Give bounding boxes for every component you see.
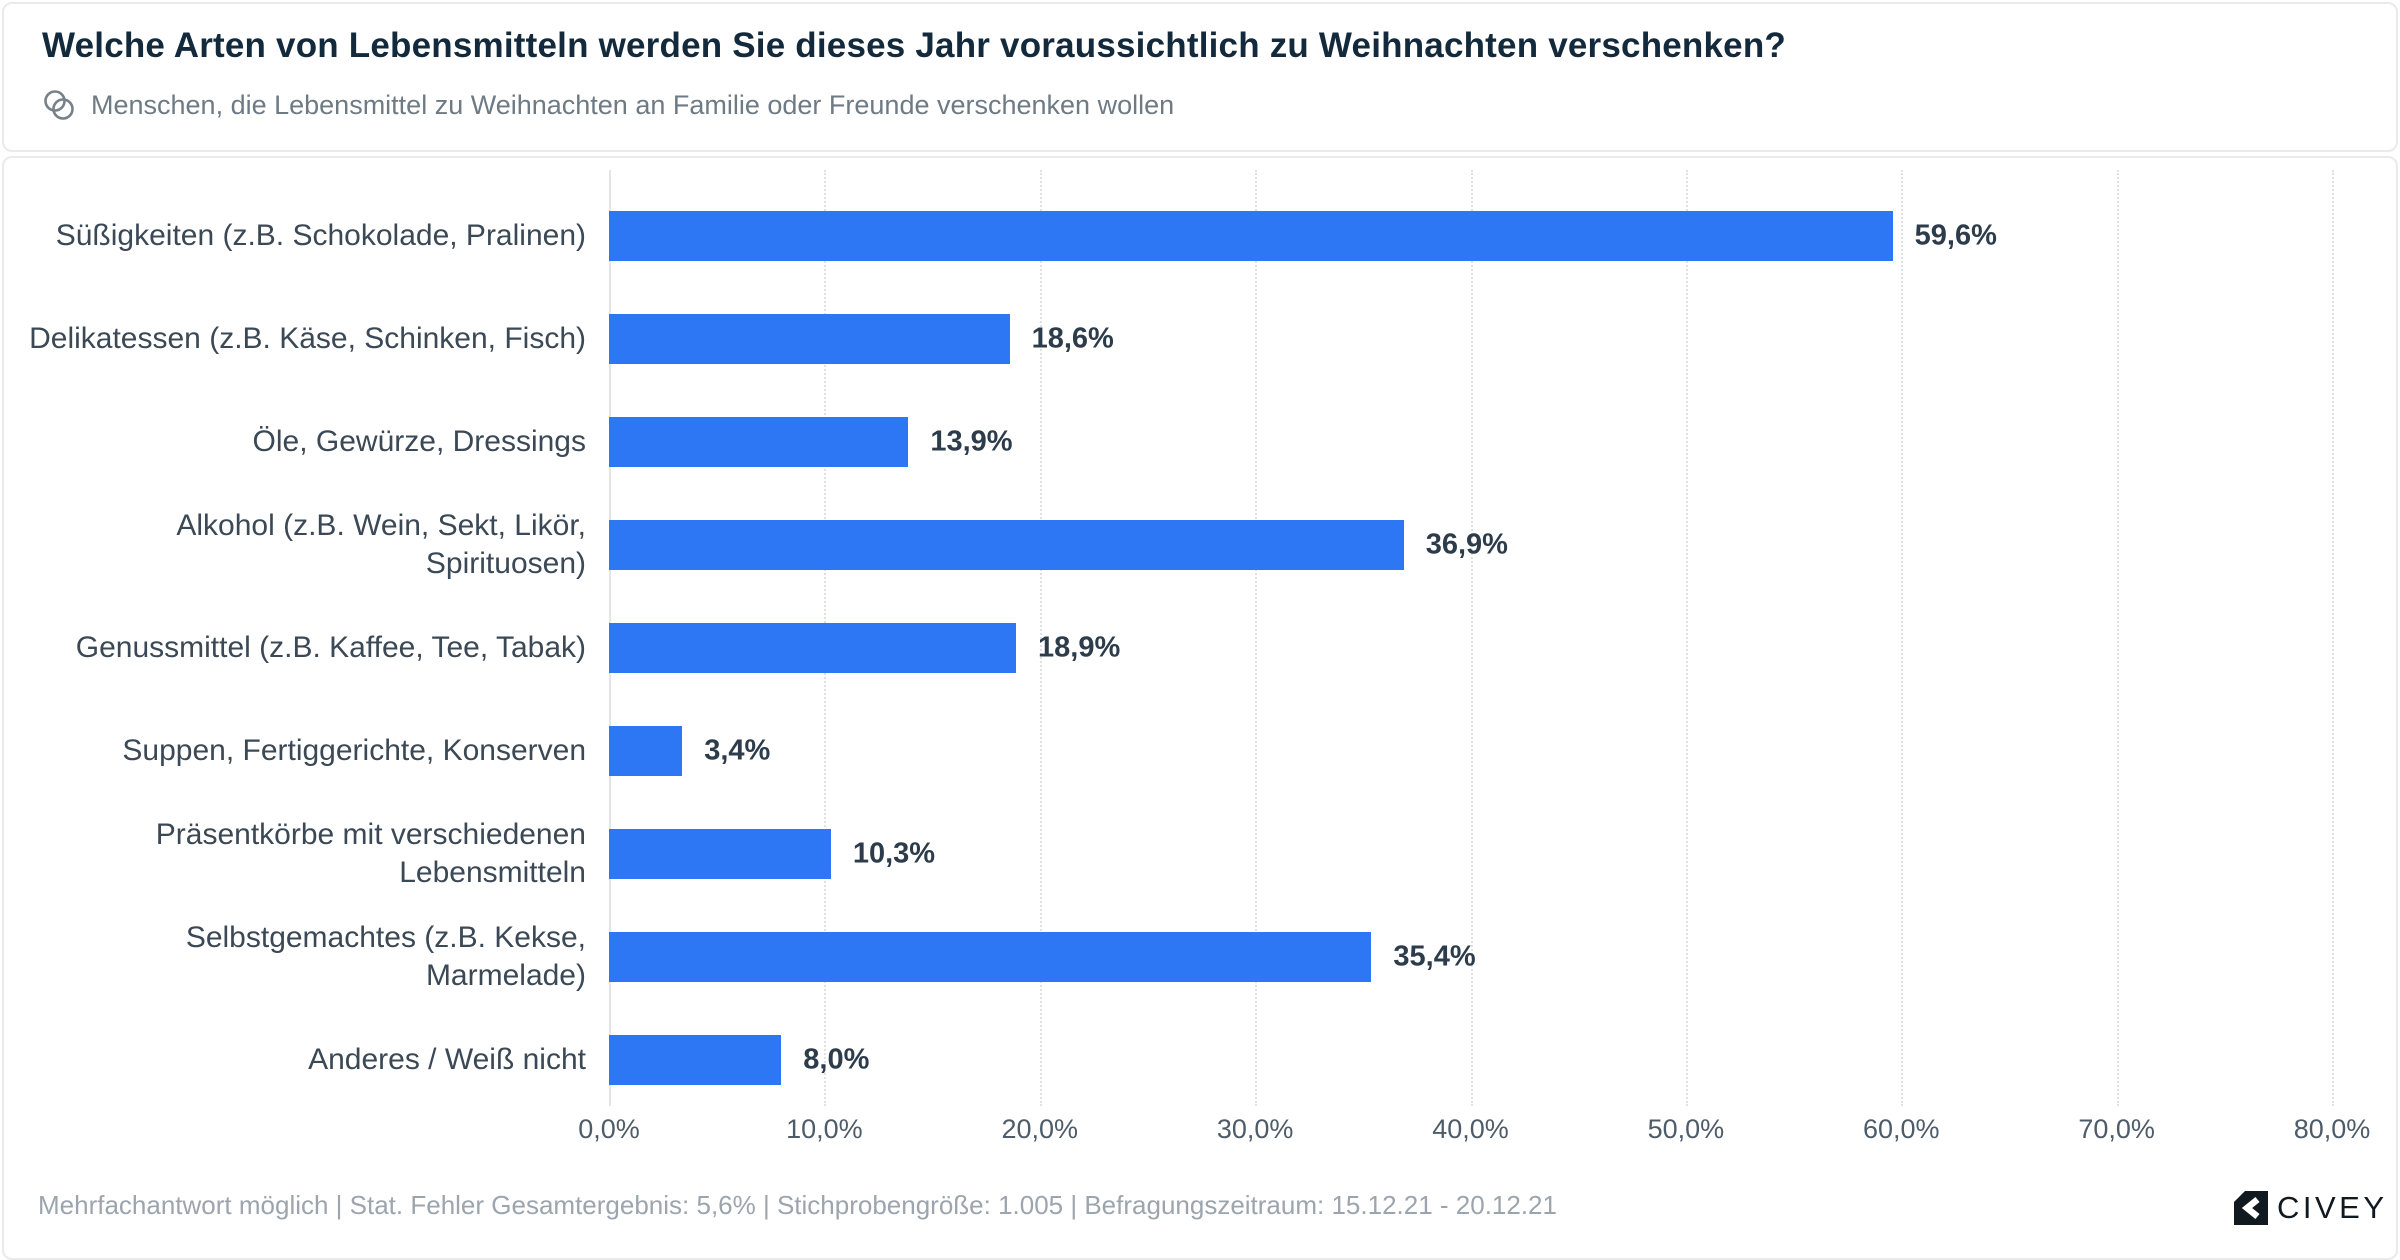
x-axis-tick-label: 20,0% [1001,1114,1079,1144]
category-label: Öle, Gewürze, Dressings [252,424,586,458]
x-axis-tick-label: 50,0% [1647,1114,1725,1144]
bar-value-label: 8,0% [803,1043,870,1076]
bar [609,829,831,879]
bar [609,1035,782,1085]
bar [609,932,1372,982]
category-label: Suppen, Fertiggerichte, Konserven [122,733,586,767]
chart-plot-area: 59,6% 18,6% 13,9% 36,9% 18,9% 3,4% 10,3% 35,4% 8… [609,170,2334,1106]
gridline [1039,170,1042,1106]
chart-card [2,156,2398,1260]
gridline [2332,170,2334,1106]
bar-value-label: 18,6% [1031,322,1114,355]
gridline [1470,170,1473,1106]
header-card: Welche Arten von Lebensmitteln werden Si… [2,2,2398,152]
page-title: Welche Arten von Lebensmitteln werden Si… [42,26,1787,65]
category-label: Anderes / Weiß nicht [308,1042,586,1076]
bar [609,520,1404,570]
category-label: Selbstgemachtes (z.B. Kekse, Marmelade) [185,920,586,992]
x-axis-tick-label: 10,0% [786,1114,863,1144]
x-axis-tick-label: 70,0% [2078,1114,2155,1144]
x-axis-tick-label: 40,0% [1432,1114,1509,1144]
category-label: Alkohol (z.B. Wein, Sekt, Likör, Spiritu… [176,508,586,580]
bar [609,726,683,776]
gridline [1255,170,1258,1106]
bar-value-label: 3,4% [704,734,771,767]
venn-overlapping-circles-icon [44,90,74,120]
civey-logo-mark-icon [2234,1191,2268,1225]
x-axis-tick-label: 0,0% [578,1114,640,1144]
gridline [2116,170,2119,1106]
category-label: Delikatessen (z.B. Käse, Schinken, Fisch… [29,321,586,355]
bar [609,623,1017,673]
bar [609,314,1010,364]
bar-value-label: 59,6% [1914,219,1997,252]
civey-logo: CIVEY [2234,1190,2388,1226]
bar-value-label: 36,9% [1425,528,1508,561]
x-axis-tick-label: 80,0% [2293,1114,2371,1144]
bar-value-label: 10,3% [852,837,936,870]
civey-logo-text: CIVEY [2277,1190,2388,1225]
bar-value-label: 35,4% [1393,940,1476,973]
subtitle-row: Menschen, die Lebensmittel zu Weihnachte… [42,88,1174,122]
gridline [1685,170,1688,1106]
category-label: Genussmittel (z.B. Kaffee, Tee, Tabak) [75,630,586,664]
bar-value-label: 18,9% [1038,631,1121,664]
x-axis-tick-label: 60,0% [1862,1114,1940,1144]
bar-value-label: 13,9% [930,425,1013,458]
audience-subtitle: Menschen, die Lebensmittel zu Weihnachte… [91,89,1175,120]
x-axis-tick-label: 30,0% [1216,1114,1294,1144]
category-label: Präsentkörbe mit verschiedenen Lebensmit… [155,817,586,889]
bar [609,417,909,467]
gridline [1901,170,1904,1106]
bar [609,211,1893,261]
survey-methodology-note: Mehrfachantwort möglich | Stat. Fehler G… [38,1190,1557,1220]
category-label: Süßigkeiten (z.B. Schokolade, Pralinen) [55,218,586,252]
